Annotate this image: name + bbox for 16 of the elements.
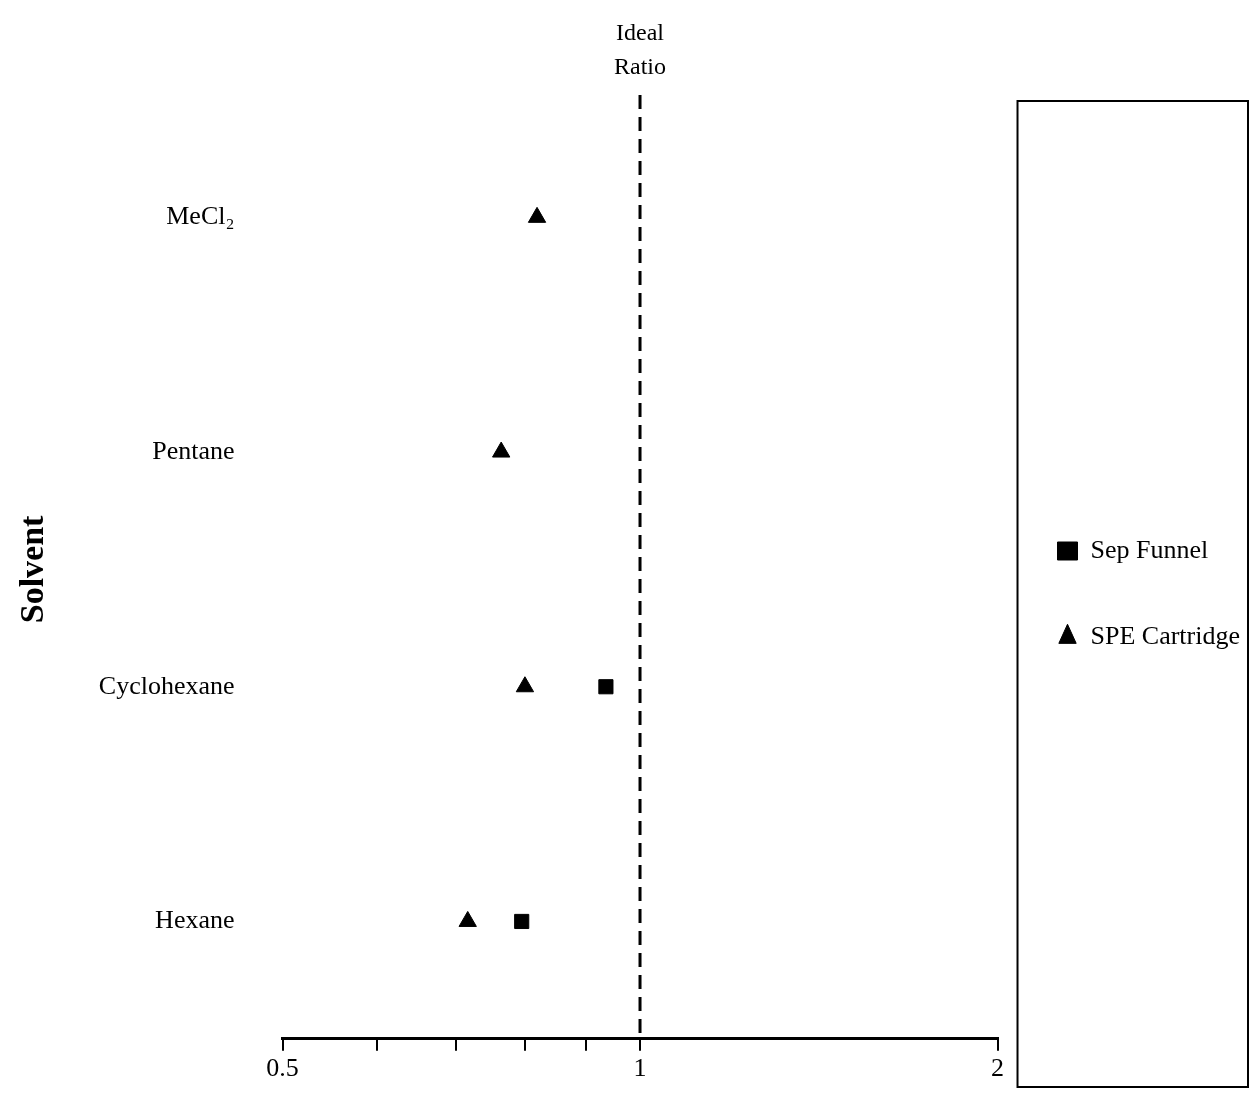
point: [514, 913, 530, 930]
y-tick-label: MeCl₂: [166, 201, 235, 231]
y-tick-label: Cyclohexane: [98, 670, 235, 700]
x-tick-label: 2: [991, 1053, 1005, 1083]
y-tick-label: Pentane: [152, 435, 235, 465]
legend-label: Sep Funnel: [1090, 534, 1209, 564]
x-tick-label: 0.5: [266, 1053, 299, 1083]
point: [492, 441, 511, 458]
point: [515, 676, 535, 693]
point: [527, 206, 547, 223]
point: [598, 679, 614, 695]
y-axis-title: Solvent: [13, 514, 51, 624]
legend-label: SPE Cartridge: [1090, 620, 1241, 650]
y-tick-label: Hexane: [155, 905, 235, 935]
ref-line-label: Ideal Ratio: [614, 19, 667, 79]
x-tick-label: 1: [633, 1053, 647, 1083]
